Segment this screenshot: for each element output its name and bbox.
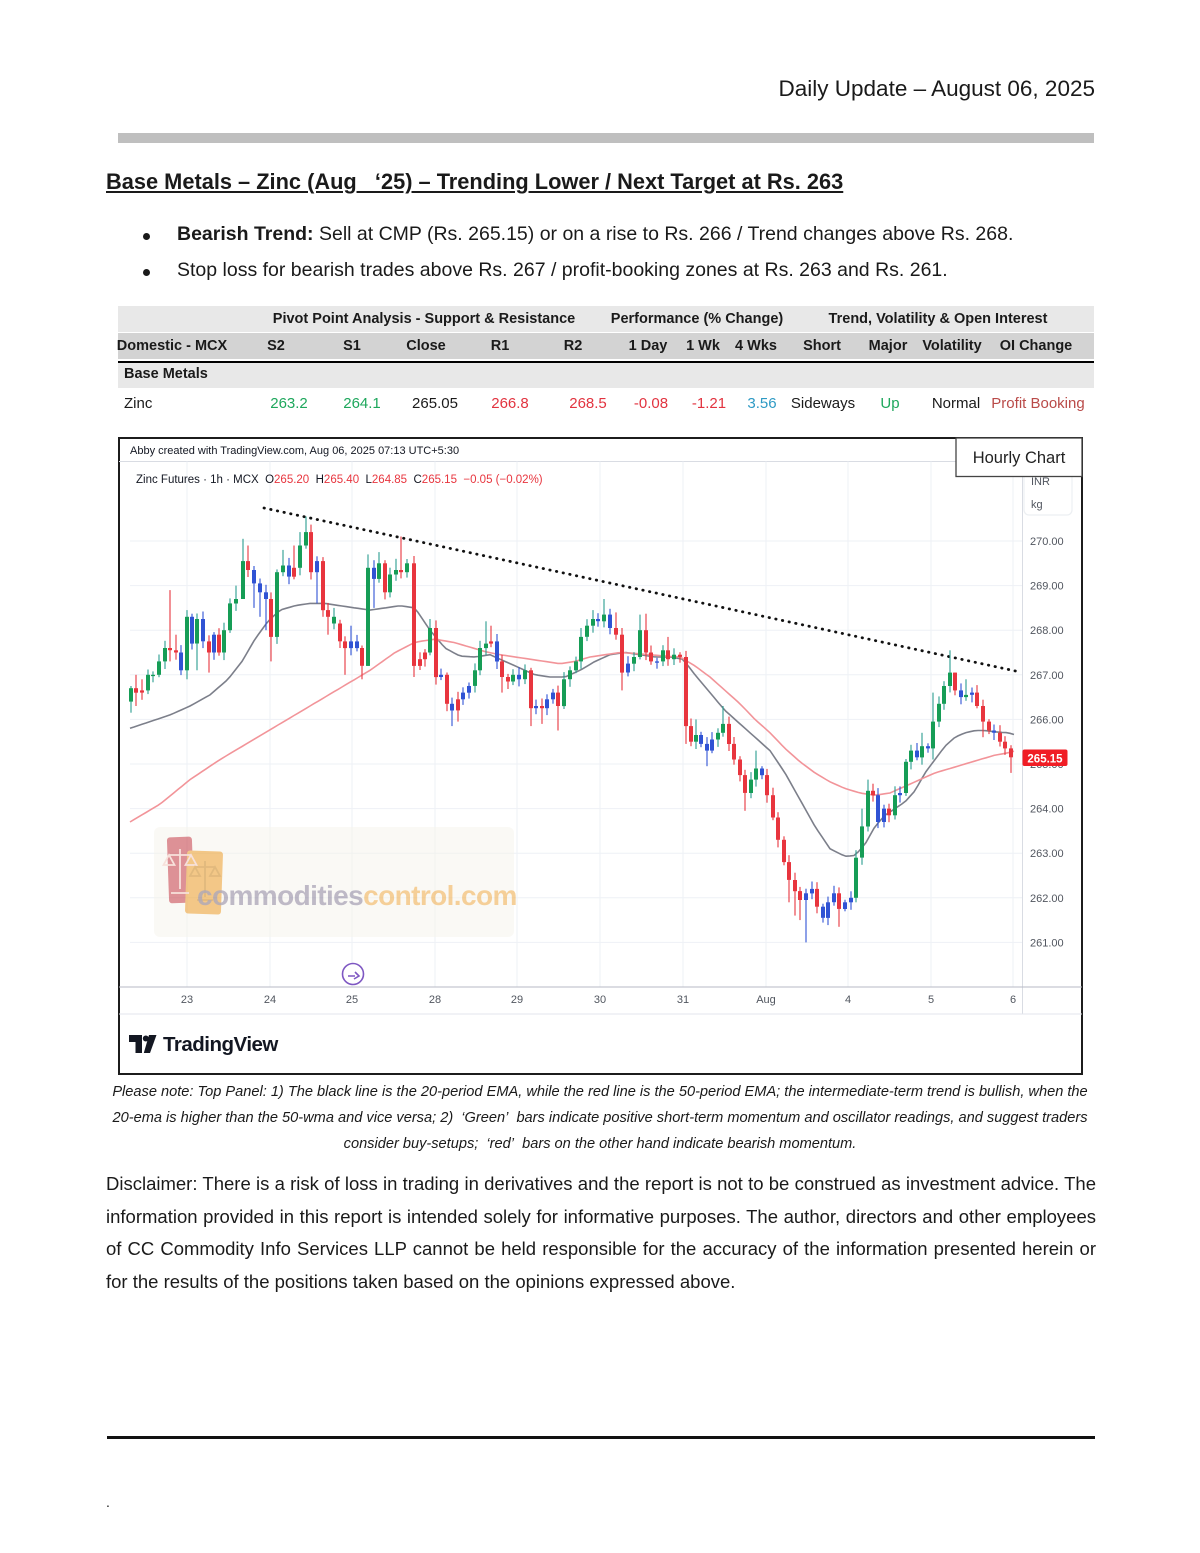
svg-text:28: 28 bbox=[429, 994, 441, 1006]
svg-text:6: 6 bbox=[1010, 994, 1016, 1006]
svg-text:262.00: 262.00 bbox=[1030, 893, 1064, 905]
svg-text:267.00: 267.00 bbox=[1030, 670, 1064, 682]
svg-text:Abby created with TradingView.: Abby created with TradingView.com, Aug 0… bbox=[130, 445, 459, 457]
svg-text:265.15: 265.15 bbox=[1027, 753, 1063, 765]
svg-text:Zinc Futures · 1h · MCX O265.: Zinc Futures · 1h · MCX O265.20 H265.40 … bbox=[136, 474, 543, 486]
svg-text:261.00: 261.00 bbox=[1030, 937, 1064, 949]
svg-text:4: 4 bbox=[845, 994, 851, 1006]
svg-text:30: 30 bbox=[594, 994, 606, 1006]
svg-text:29: 29 bbox=[511, 994, 523, 1006]
svg-text:23: 23 bbox=[181, 994, 193, 1006]
svg-text:264.00: 264.00 bbox=[1030, 804, 1064, 816]
svg-text:kg: kg bbox=[1031, 499, 1043, 511]
svg-text:5: 5 bbox=[928, 994, 934, 1006]
svg-text:270.00: 270.00 bbox=[1030, 536, 1064, 548]
svg-text:25: 25 bbox=[346, 994, 358, 1006]
svg-text:24: 24 bbox=[264, 994, 276, 1006]
svg-text:269.00: 269.00 bbox=[1030, 581, 1064, 593]
svg-text:commoditiescontrol.com: commoditiescontrol.com bbox=[197, 880, 517, 911]
svg-text:INR: INR bbox=[1031, 476, 1050, 488]
svg-text:266.00: 266.00 bbox=[1030, 714, 1064, 726]
svg-text:Aug: Aug bbox=[756, 994, 776, 1006]
svg-text:263.00: 263.00 bbox=[1030, 848, 1064, 860]
svg-text:TradingView: TradingView bbox=[163, 1033, 278, 1056]
svg-text:31: 31 bbox=[677, 994, 689, 1006]
svg-text:268.00: 268.00 bbox=[1030, 625, 1064, 637]
svg-text:Hourly Chart: Hourly Chart bbox=[973, 449, 1066, 467]
